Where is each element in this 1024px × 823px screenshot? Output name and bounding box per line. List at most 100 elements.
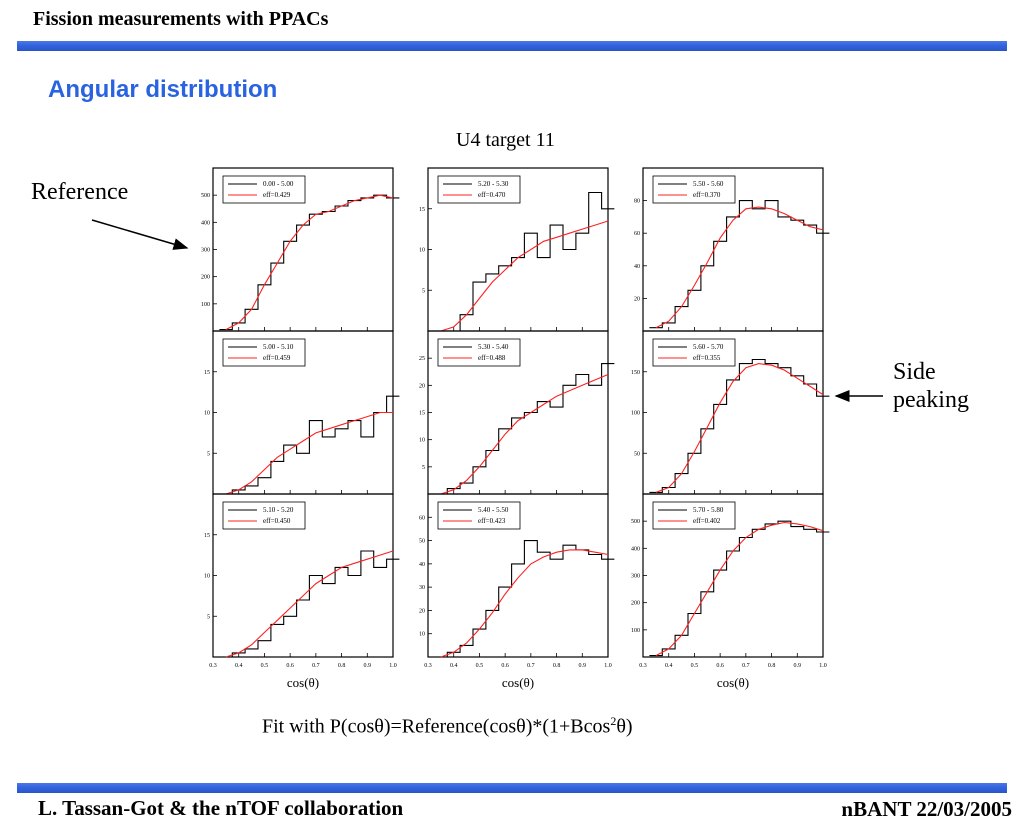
x-axis-label: cos(θ): [717, 675, 749, 690]
x-tick-label: 1.0: [819, 663, 827, 669]
y-tick-label: 50: [634, 451, 640, 457]
fit-curve: [225, 411, 393, 495]
y-tick-label: 150: [631, 370, 640, 376]
legend-eff-label: eff=0.355: [693, 354, 721, 362]
legend-eff-label: eff=0.423: [478, 517, 506, 525]
footer-authors: L. Tassan-Got & the nTOF collaboration: [38, 796, 404, 820]
x-tick-label: 0.4: [235, 663, 243, 669]
x-tick-label: 0.7: [527, 663, 535, 669]
y-tick-label: 20: [634, 296, 640, 302]
y-tick-label: 400: [201, 220, 210, 226]
fit-curve: [655, 206, 824, 329]
legend-box: [222, 501, 306, 530]
data-histogram: [649, 200, 830, 329]
y-tick-label: 500: [201, 193, 210, 199]
data-histogram: [649, 520, 830, 657]
fit-curve: [440, 373, 609, 495]
x-tick-label: 0.5: [691, 663, 699, 669]
y-tick-label: 300: [631, 574, 640, 580]
data-histogram: [219, 550, 400, 658]
data-histogram: [219, 194, 400, 331]
legend-box: [437, 501, 521, 530]
y-tick-label: 50: [419, 539, 425, 545]
legend-box: [222, 175, 306, 204]
legend-range-label: 5.00 - 5.10: [263, 343, 294, 351]
section-title: Angular distribution: [48, 76, 278, 103]
y-tick-label: 40: [634, 264, 640, 270]
footer-divider: [17, 783, 1007, 793]
fit-curve: [225, 194, 394, 331]
data-histogram: [219, 395, 400, 495]
y-tick-label: 40: [419, 562, 425, 568]
x-axis-label: cos(θ): [502, 675, 534, 690]
legend-box: [437, 338, 521, 367]
footer-event-date: nBANT 22/03/2005: [841, 797, 1012, 821]
y-tick-label: 30: [419, 585, 425, 591]
legend-range-label: 5.40 - 5.50: [478, 506, 509, 514]
legend-range-label: 5.60 - 5.70: [693, 343, 724, 351]
y-tick-label: 80: [634, 199, 640, 205]
y-tick-label: 15: [419, 411, 425, 417]
fit-formula-exponent: 2: [610, 714, 617, 728]
x-tick-label: 0.8: [768, 663, 776, 669]
legend-box: [222, 338, 306, 367]
legend-range-label: 5.20 - 5.30: [478, 180, 509, 188]
x-tick-label: 0.9: [794, 663, 802, 669]
header-divider: [17, 41, 1007, 51]
x-tick-label: 0.6: [716, 663, 724, 669]
fit-curve: [440, 549, 609, 658]
x-tick-label: 0.8: [553, 663, 561, 669]
y-tick-label: 60: [634, 231, 640, 237]
x-tick-label: 0.9: [364, 663, 372, 669]
fit-curve: [225, 550, 394, 658]
y-tick-label: 400: [631, 546, 640, 552]
y-tick-label: 500: [631, 519, 640, 525]
y-tick-label: 5: [207, 614, 210, 620]
y-tick-label: 15: [204, 370, 210, 376]
y-tick-label: 5: [422, 288, 425, 294]
x-tick-label: 0.8: [338, 663, 346, 669]
fit-curve: [655, 521, 824, 657]
figure-title: U4 target 11: [456, 129, 555, 151]
x-tick-label: 0.3: [639, 663, 647, 669]
y-tick-label: 5: [207, 451, 210, 457]
legend-eff-label: eff=0.402: [693, 517, 721, 525]
y-tick-label: 10: [419, 632, 425, 638]
y-tick-label: 10: [204, 574, 210, 580]
x-tick-label: 1.0: [604, 663, 612, 669]
y-tick-label: 60: [419, 515, 425, 521]
legend-box: [652, 338, 736, 367]
x-tick-label: 0.4: [450, 663, 458, 669]
y-tick-label: 15: [204, 533, 210, 539]
legend-eff-label: eff=0.429: [263, 191, 291, 199]
y-tick-label: 20: [419, 608, 425, 614]
x-tick-label: 0.5: [476, 663, 484, 669]
y-tick-label: 10: [204, 411, 210, 417]
fit-formula-suffix: θ): [616, 715, 633, 738]
y-tick-label: 15: [419, 207, 425, 213]
legend-range-label: 0.00 - 5.00: [263, 180, 294, 188]
y-tick-label: 20: [419, 383, 425, 389]
legend-eff-label: eff=0.488: [478, 354, 506, 362]
slide-title: Fission measurements with PPACs: [33, 8, 329, 30]
panel-frame: [427, 493, 609, 658]
legend-eff-label: eff=0.450: [263, 517, 291, 525]
x-tick-label: 0.7: [312, 663, 320, 669]
x-tick-label: 0.3: [209, 663, 217, 669]
data-histogram: [649, 358, 830, 493]
data-histogram: [434, 363, 615, 495]
x-tick-label: 1.0: [389, 663, 397, 669]
legend-box: [652, 501, 736, 530]
x-tick-label: 0.7: [742, 663, 750, 669]
y-tick-label: 200: [201, 275, 210, 281]
y-tick-label: 10: [419, 438, 425, 444]
legend-range-label: 5.70 - 5.80: [693, 506, 724, 514]
legend-eff-label: eff=0.370: [693, 191, 721, 199]
x-tick-label: 0.9: [579, 663, 587, 669]
y-tick-label: 100: [631, 628, 640, 634]
y-tick-label: 5: [422, 465, 425, 471]
y-tick-label: 100: [631, 411, 640, 417]
y-tick-label: 10: [419, 248, 425, 254]
data-histogram: [434, 540, 615, 658]
x-tick-label: 0.4: [665, 663, 673, 669]
